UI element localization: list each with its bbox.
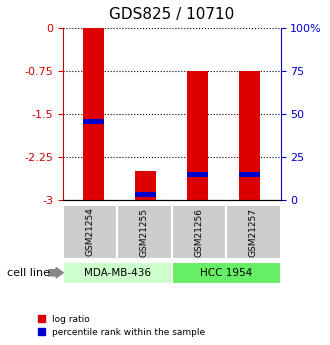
Bar <box>135 192 156 197</box>
Legend: log ratio, percentile rank within the sample: log ratio, percentile rank within the sa… <box>38 315 205 337</box>
Bar <box>239 71 260 200</box>
Text: HCC 1954: HCC 1954 <box>200 268 252 278</box>
Bar <box>239 172 260 177</box>
Bar <box>187 71 208 200</box>
Text: MDA-MB-436: MDA-MB-436 <box>83 268 151 278</box>
Bar <box>135 171 156 200</box>
Title: GDS825 / 10710: GDS825 / 10710 <box>109 7 234 22</box>
Text: GSM21256: GSM21256 <box>194 207 203 257</box>
Bar <box>187 172 208 177</box>
Bar <box>83 119 104 124</box>
Text: cell line: cell line <box>7 268 50 278</box>
Text: GSM21257: GSM21257 <box>249 207 258 257</box>
Text: GSM21255: GSM21255 <box>140 207 149 257</box>
Text: GSM21254: GSM21254 <box>85 208 94 256</box>
Bar <box>83 28 104 200</box>
